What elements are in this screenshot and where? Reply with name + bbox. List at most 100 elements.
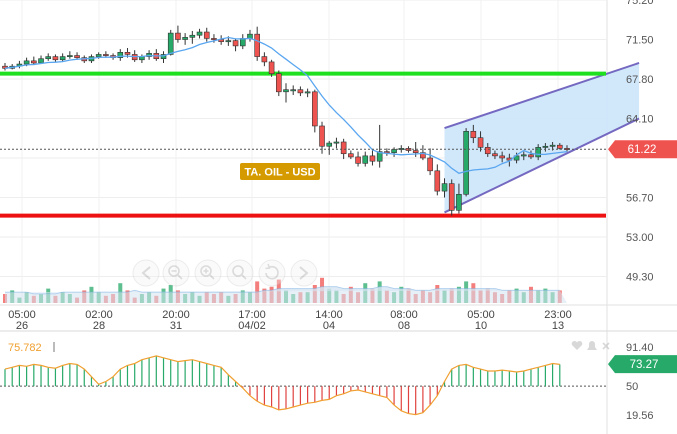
candle-body bbox=[484, 147, 491, 155]
moving-average bbox=[4, 36, 568, 175]
date-tick-label: 04/02 bbox=[238, 320, 266, 332]
oscillator-tag-text: 73.27 bbox=[630, 359, 659, 371]
zoom-out-icon[interactable] bbox=[162, 259, 190, 287]
price-tick-label: 67.80 bbox=[626, 74, 654, 86]
oscillator-histogram bbox=[4, 355, 561, 415]
candle-body bbox=[45, 56, 52, 60]
candle-body bbox=[391, 149, 397, 153]
time-tick-label: 14:00 bbox=[315, 309, 343, 321]
candle-body bbox=[556, 144, 563, 149]
price-channel[interactable] bbox=[444, 62, 640, 214]
last-price-tag: 61.22 bbox=[608, 140, 677, 159]
time-tick-label: 05:00 bbox=[467, 309, 495, 321]
oscillator-tick-label: 19.56 bbox=[626, 410, 654, 422]
time-tick-label: 08:00 bbox=[390, 309, 418, 321]
candle-body bbox=[2, 65, 8, 69]
candle-body bbox=[52, 56, 59, 61]
candle-body bbox=[67, 55, 73, 58]
time-tick-label: 05:00 bbox=[8, 309, 36, 321]
date-tick-label: 10 bbox=[475, 320, 487, 332]
candle-body bbox=[355, 156, 361, 164]
candle-body bbox=[513, 155, 520, 161]
candle-body bbox=[333, 141, 340, 144]
candle-body bbox=[290, 89, 297, 92]
candle-body bbox=[448, 183, 455, 211]
candle-body bbox=[520, 154, 527, 157]
candle-body bbox=[420, 152, 426, 159]
candle-body bbox=[182, 37, 188, 40]
price-tick-label: 71.50 bbox=[626, 35, 654, 47]
arrow-left-icon[interactable] bbox=[132, 259, 160, 287]
time-axis[interactable]: 05:002602:002820:003117:0004/0214:000408… bbox=[8, 309, 572, 332]
instrument-label: TA. OIL - USD bbox=[240, 163, 320, 180]
candle-body bbox=[362, 155, 369, 164]
candle-body bbox=[95, 54, 102, 57]
candle-body bbox=[239, 38, 246, 47]
price-tick-label: 56.70 bbox=[626, 193, 654, 205]
candle-body bbox=[31, 60, 37, 64]
oscillator-line bbox=[4, 355, 560, 416]
candle-body bbox=[203, 31, 210, 39]
candle-body bbox=[463, 131, 469, 195]
candle-body bbox=[542, 145, 549, 148]
candle-body bbox=[225, 40, 232, 43]
candle-body bbox=[175, 32, 181, 40]
price-axis[interactable]: 75.20 71.50 67.80 64.10 56.70 53.00 49.30 bbox=[626, 0, 654, 284]
candle-body bbox=[470, 131, 477, 139]
date-tick-label: 13 bbox=[552, 320, 564, 332]
oscillator-value: 75.782 bbox=[8, 342, 42, 354]
reset-icon[interactable] bbox=[258, 259, 286, 287]
candle-body bbox=[340, 141, 347, 155]
price-tick-label: 49.30 bbox=[626, 272, 654, 284]
oscillator-last-value-tag: 73.27 bbox=[608, 355, 677, 374]
time-tick-label: 17:00 bbox=[238, 309, 266, 321]
candle-body bbox=[348, 153, 354, 158]
candle-body bbox=[38, 58, 44, 64]
candle-body bbox=[103, 54, 109, 56]
candle-body bbox=[456, 193, 462, 211]
candle-body bbox=[23, 60, 30, 65]
price-tick-label: 64.10 bbox=[626, 114, 654, 126]
candle-body bbox=[477, 137, 484, 148]
price-tick-label: 75.20 bbox=[626, 0, 654, 7]
candle-body bbox=[124, 52, 131, 55]
channel-lower-line bbox=[444, 117, 640, 214]
candle-body bbox=[74, 55, 80, 58]
date-tick-label: 04 bbox=[323, 320, 335, 332]
candle-body bbox=[160, 54, 167, 60]
heart-icon[interactable] bbox=[571, 340, 583, 350]
candle-body bbox=[59, 56, 66, 61]
candle-body bbox=[232, 40, 239, 47]
candle-body bbox=[535, 147, 541, 158]
oscillator-tick-label: 91.40 bbox=[626, 342, 654, 354]
search-icon[interactable] bbox=[226, 259, 254, 287]
candle-body bbox=[275, 73, 282, 93]
horizontal-lines[interactable] bbox=[0, 71, 606, 218]
oscillator-header-icons[interactable] bbox=[571, 340, 610, 350]
zoom-in-icon[interactable] bbox=[194, 259, 222, 287]
arrow-right-icon[interactable] bbox=[290, 259, 318, 287]
last-price-tag-text: 61.22 bbox=[628, 144, 657, 156]
candle-body bbox=[254, 33, 260, 57]
candle-body bbox=[369, 155, 376, 162]
candle-body bbox=[167, 32, 174, 55]
bell-icon[interactable] bbox=[587, 341, 597, 350]
date-tick-label: 26 bbox=[16, 320, 28, 332]
candle-body bbox=[434, 170, 441, 192]
date-tick-label: 31 bbox=[170, 320, 182, 332]
candle-body bbox=[326, 142, 333, 147]
candle-body bbox=[268, 61, 275, 74]
moving-average-path bbox=[4, 36, 568, 175]
time-tick-label: 23:00 bbox=[544, 309, 572, 321]
time-tick-label: 02:00 bbox=[85, 309, 113, 321]
last-price-tag-shape bbox=[608, 140, 677, 159]
chart-toolbar[interactable] bbox=[132, 259, 318, 287]
candle-body bbox=[211, 38, 217, 40]
candle-body bbox=[304, 91, 311, 94]
oscillator-axis[interactable]: 91.40 50 19.56 bbox=[626, 342, 654, 422]
oscillator-tick-label: 50 bbox=[626, 381, 638, 393]
channel-fill bbox=[444, 62, 640, 213]
candle-body bbox=[427, 157, 433, 172]
instrument-label-text: TA. OIL - USD bbox=[244, 167, 315, 179]
close-icon[interactable] bbox=[602, 342, 610, 350]
